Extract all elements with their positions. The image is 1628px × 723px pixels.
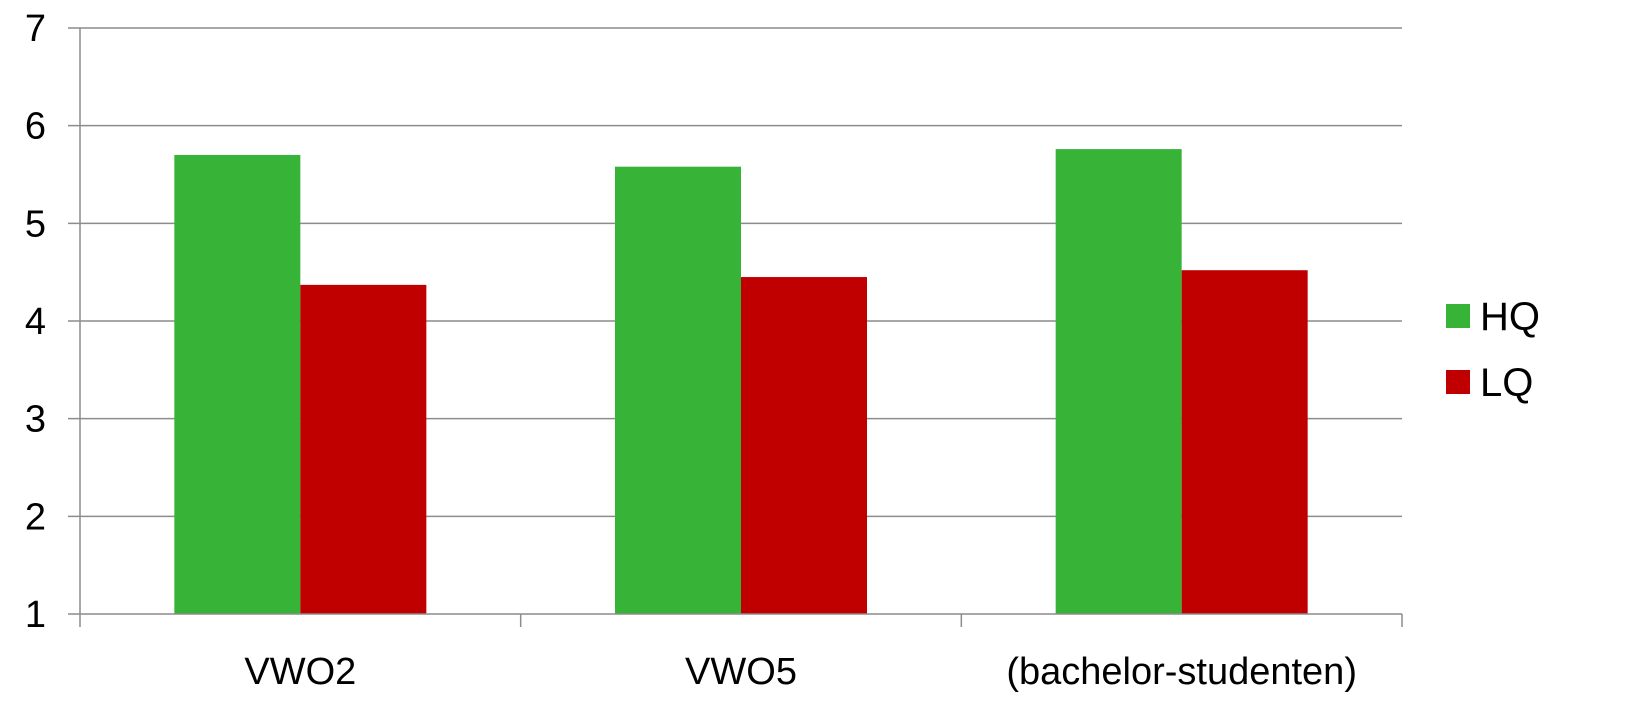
axes xyxy=(68,28,1403,627)
bar-lq xyxy=(741,277,867,614)
legend-swatch-hq xyxy=(1446,304,1470,328)
y-tick-label: 4 xyxy=(25,301,46,343)
x-tick-label: VWO2 xyxy=(244,651,356,693)
legend-label-hq: HQ xyxy=(1480,295,1540,339)
legend-label-lq: LQ xyxy=(1480,361,1533,405)
x-tick-label: (bachelor-studenten) xyxy=(1006,651,1357,693)
legend: HQ LQ xyxy=(1446,295,1540,405)
tick-labels: 1 2 3 4 5 6 7 VWO2 VWO5 (bachelor-studenten) xyxy=(25,8,1357,693)
y-tick-label: 7 xyxy=(25,8,46,50)
bar-hq xyxy=(615,166,741,615)
legend-swatch-lq xyxy=(1446,370,1470,394)
y-tick-label: 6 xyxy=(25,106,46,148)
y-tick-label: 2 xyxy=(25,496,46,538)
bar-lq xyxy=(300,284,427,614)
y-tick-label: 3 xyxy=(25,399,46,441)
bar-lq xyxy=(1181,270,1308,614)
bar-hq xyxy=(174,154,301,614)
bar-hq xyxy=(1055,149,1182,614)
bars xyxy=(174,149,1308,615)
y-tick-label: 1 xyxy=(25,594,46,636)
x-tick-label: VWO5 xyxy=(685,651,797,693)
y-tick-label: 5 xyxy=(25,203,46,245)
